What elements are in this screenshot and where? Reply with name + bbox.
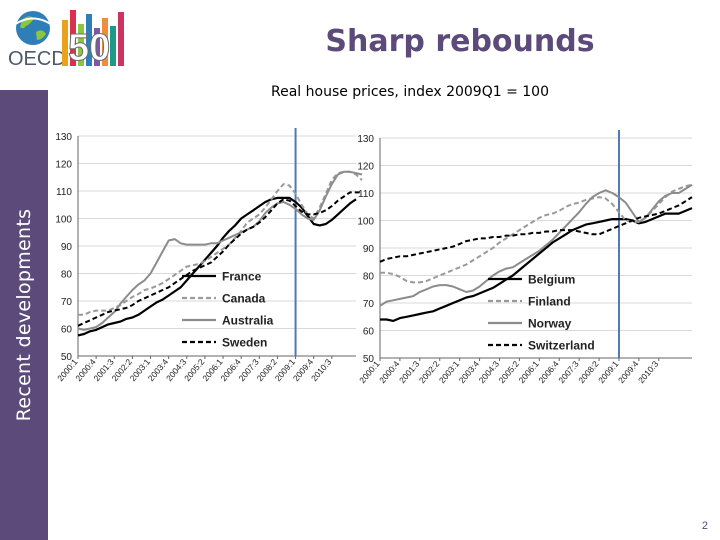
series-line-sweden	[77, 191, 362, 327]
series-line-norway	[379, 183, 693, 307]
y-tick-label: 130	[55, 132, 72, 143]
x-tick-label: 2003:1	[437, 359, 462, 386]
x-tick-label: 2009:4	[616, 359, 641, 386]
series-line-finland	[380, 183, 693, 284]
legend-label-belgium: Belgium	[528, 273, 575, 287]
legend: Belgium Finland Norway Switzerland	[488, 273, 595, 353]
y-tick-label: 110	[358, 189, 374, 200]
oecd-50-logo: OECD 50	[8, 10, 124, 70]
x-tick-label: 2000:4	[377, 359, 402, 386]
y-tick-label: 70	[363, 299, 375, 310]
chart-panel-1: 50607080901001101201302000:12000:42001:3…	[55, 128, 363, 384]
y-tick-label: 110	[56, 187, 72, 198]
series-line-australia	[77, 170, 363, 331]
anniversary-number: 50	[68, 27, 110, 69]
y-tick-label: 100	[357, 217, 374, 228]
x-tick-label: 2002:2	[417, 359, 442, 386]
y-tick-label: 50	[61, 352, 73, 363]
y-tick-label: 50	[363, 354, 375, 365]
x-tick-label: 2004:3	[477, 359, 502, 386]
x-tick-label: 2006:4	[536, 359, 561, 386]
y-tick-label: 120	[55, 160, 72, 171]
slide-title: Sharp rebounds	[325, 24, 595, 59]
y-tick-label: 70	[61, 297, 73, 308]
anniversary-bars-icon	[62, 10, 124, 66]
page-number: 2	[701, 520, 708, 532]
section-label: Recent developments	[13, 208, 35, 422]
x-tick-label: 2007:3	[556, 359, 581, 386]
oecd-wordmark: OECD	[8, 48, 66, 70]
y-tick-label: 120	[357, 162, 374, 173]
y-tick-label: 100	[55, 215, 72, 226]
x-tick-label: 2003:4	[457, 359, 482, 386]
y-tick-label: 80	[61, 270, 73, 281]
y-tick-label: 90	[363, 244, 375, 255]
legend-label-australia: Australia	[222, 314, 274, 328]
x-tick-label: 2005:2	[497, 359, 522, 386]
series-line-belgium	[380, 207, 693, 322]
globe-icon	[9, 11, 57, 45]
y-tick-label: 130	[357, 134, 374, 145]
legend: France Canada Australia Sweden	[182, 270, 274, 350]
x-tick-label: 2000:1	[357, 359, 382, 386]
legend-label-finland: Finland	[528, 295, 571, 309]
x-tick-label: 2008:2	[576, 359, 601, 386]
legend-label-france: France	[222, 270, 262, 284]
legend-label-canada: Canada	[222, 292, 266, 306]
x-tick-label: 2009:1	[596, 359, 621, 386]
legend-label-sweden: Sweden	[222, 336, 267, 350]
sidebar-band	[0, 90, 48, 540]
series-line-switzerland	[379, 196, 693, 263]
series-line-canada	[78, 170, 363, 316]
y-tick-label: 80	[363, 272, 375, 283]
x-tick-label: 2006:1	[516, 359, 541, 386]
legend-label-switzerland: Switzerland	[528, 339, 595, 353]
x-tick-label: 2010:3	[309, 357, 334, 384]
chart-subtitle: Real house prices, index 2009Q1 = 100	[271, 84, 549, 100]
chart-panel-2: 50 60 70 80 90 100 110 120 130 2000:12000:42001:3…	[357, 130, 693, 386]
y-tick-label: 60	[61, 325, 73, 336]
y-tick-label: 90	[61, 242, 73, 253]
x-tick-label: 2010:3	[636, 359, 661, 386]
legend-label-norway: Norway	[528, 317, 572, 331]
house-price-charts: 50 60 70 80 90 100 110 120 130 2000:12000:42001:3…	[55, 128, 693, 386]
y-tick-label: 60	[363, 327, 375, 338]
x-tick-label: 2001:3	[397, 359, 422, 386]
